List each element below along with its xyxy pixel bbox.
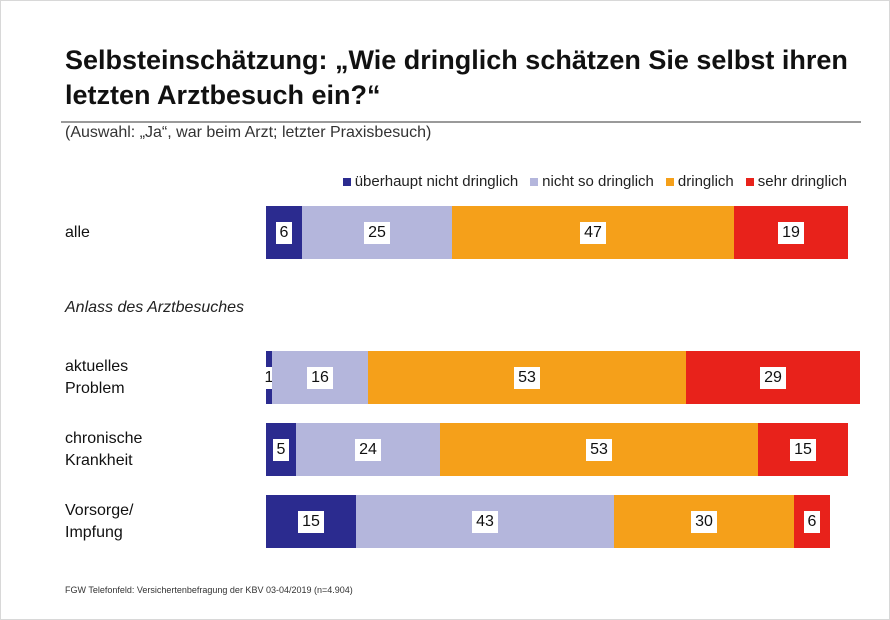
legend-label: überhaupt nicht dringlich	[354, 173, 519, 190]
category-label: aktuelles Problem	[65, 357, 129, 397]
value-label: 43	[472, 510, 498, 533]
bar-segment: 19	[734, 206, 848, 259]
category-label: Vorsorge/ Impfung	[65, 501, 134, 541]
bar-segment: 6	[794, 495, 830, 548]
value-label: 15	[790, 438, 816, 461]
value-label: 15	[298, 510, 324, 533]
bar-segment: 5	[266, 423, 296, 476]
source: FGW Telefonfeld: Versichertenbefragung d…	[65, 585, 353, 595]
bar-segment: 43	[356, 495, 614, 548]
bar-segment: 16	[272, 351, 368, 404]
bar-segment: 30	[614, 495, 794, 548]
bar-segment: 1	[263, 351, 275, 404]
legend-swatch	[530, 177, 539, 186]
legend-label: sehr dringlich	[757, 173, 847, 190]
bar-segment: 53	[368, 351, 686, 404]
legend-label: dringlich	[677, 173, 734, 190]
value-label: 24	[355, 438, 381, 461]
legend-swatch	[745, 177, 754, 186]
legend-swatch	[342, 177, 351, 186]
value-label: 1	[263, 366, 275, 389]
subtitle: (Auswahl: „Ja“, war beim Arzt; letzter P…	[65, 124, 432, 141]
value-label: 6	[803, 510, 821, 533]
legend-swatch	[665, 177, 674, 186]
value-label: 47	[580, 221, 606, 244]
chart-title: Selbsteinschätzung: „Wie dringlich schät…	[65, 45, 848, 110]
bar-segment: 15	[758, 423, 848, 476]
value-label: 29	[760, 366, 786, 389]
legend: überhaupt nicht dringlich nicht so dringl…	[342, 173, 847, 190]
bar-segment: 15	[266, 495, 356, 548]
bar-segment: 47	[452, 206, 734, 259]
section-label: Anlass des Arztbesuches	[65, 299, 245, 316]
legend-item: nicht so dringlich	[530, 173, 654, 190]
legend-item: dringlich	[665, 173, 734, 190]
value-label: 16	[307, 366, 333, 389]
bar-segment: 24	[296, 423, 440, 476]
legend-label: nicht so dringlich	[542, 173, 654, 190]
bar-segment: 53	[440, 423, 758, 476]
value-label: 53	[586, 438, 612, 461]
value-label: 53	[514, 366, 540, 389]
title-rule	[61, 121, 861, 123]
value-label: 6	[275, 221, 293, 244]
bar-segment: 6	[266, 206, 302, 259]
legend-item: sehr dringlich	[745, 173, 847, 190]
legend-item: überhaupt nicht dringlich	[342, 173, 519, 190]
category-label: alle	[65, 223, 90, 241]
bar-segment: 25	[302, 206, 452, 259]
value-label: 19	[778, 221, 804, 244]
value-label: 30	[691, 510, 717, 533]
value-label: 5	[272, 438, 290, 461]
bar-segment: 29	[686, 351, 860, 404]
category-label: chronische Krankheit	[65, 429, 143, 469]
value-label: 25	[364, 221, 390, 244]
